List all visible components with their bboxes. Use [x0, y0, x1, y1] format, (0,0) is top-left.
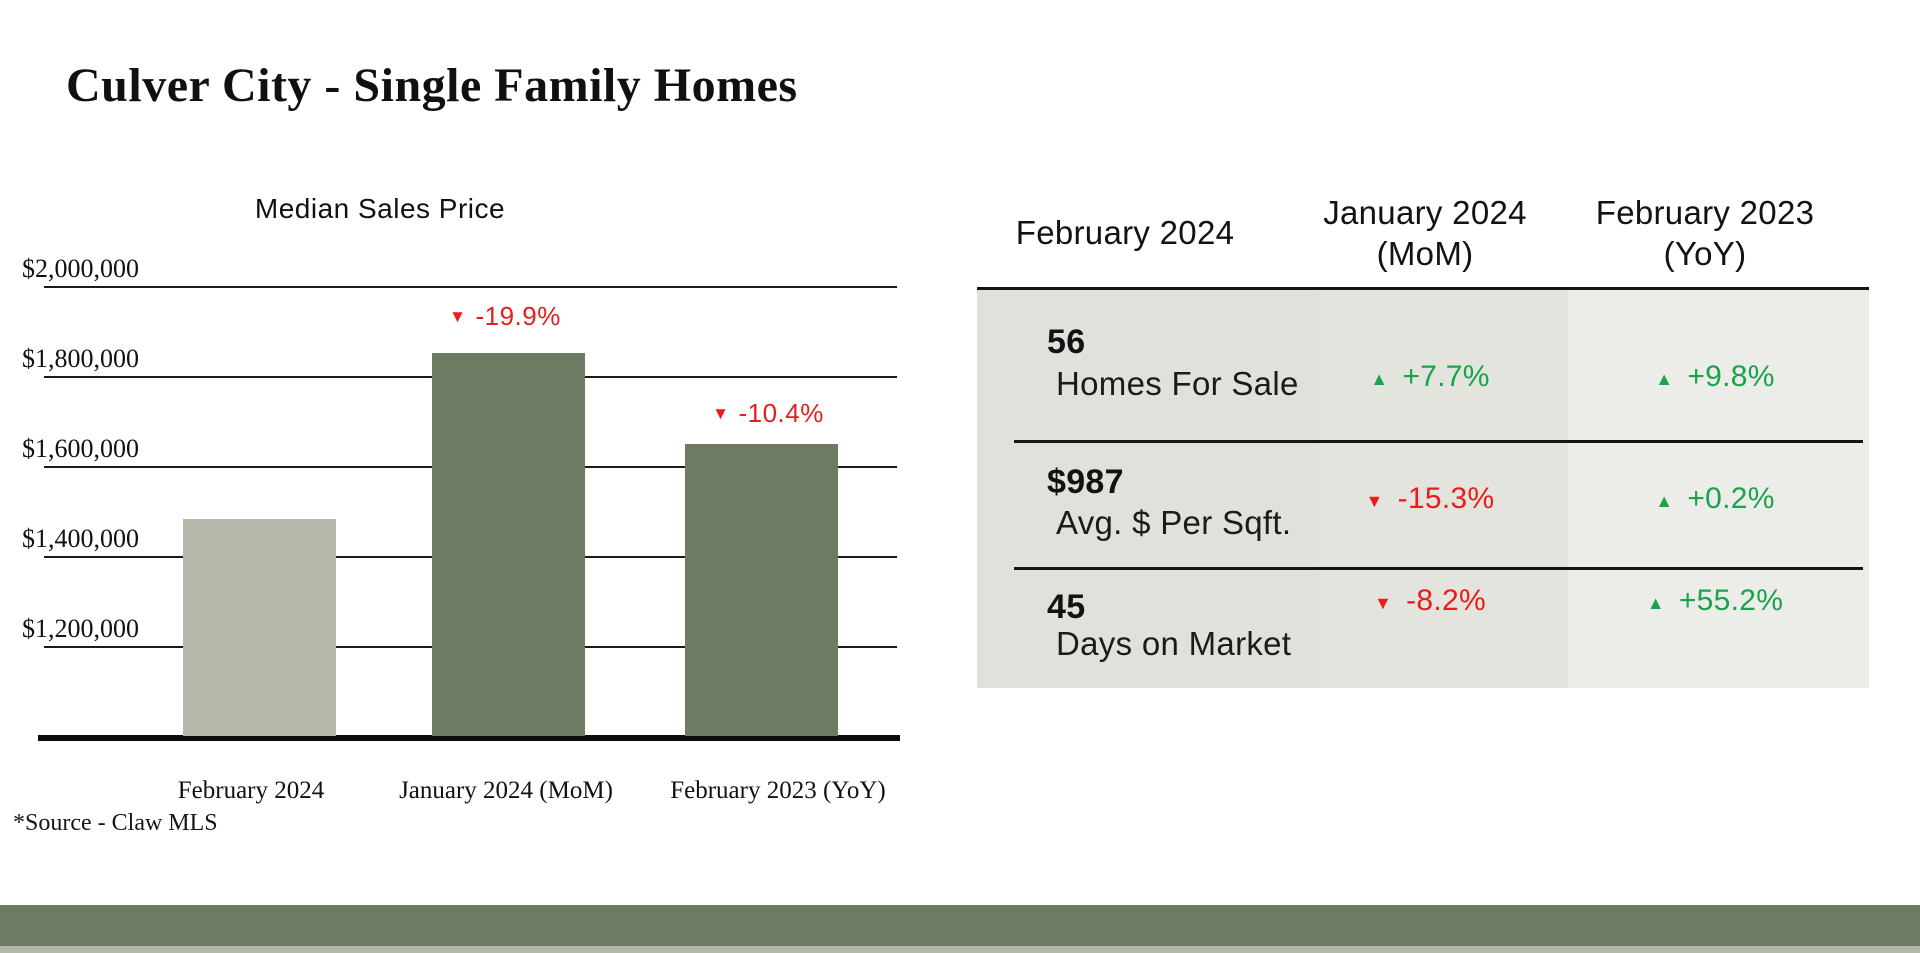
bar-february-2023	[685, 444, 838, 736]
down-triangle-icon: ▼	[1365, 491, 1384, 511]
up-triangle-icon: ▲	[1655, 491, 1674, 511]
stat-value-days-on-market: 45	[1047, 588, 1086, 626]
table-top-border	[977, 287, 1869, 290]
x-axis-line	[38, 735, 900, 741]
chart-title: Median Sales Price	[254, 193, 506, 224]
bar-january-2024	[432, 353, 585, 736]
mom-change-days-on-market: ▼ -8.2%	[1330, 582, 1530, 620]
yoy-change-days-on-market: ▲ +55.2%	[1615, 582, 1815, 620]
footer-accent-strip	[0, 946, 1920, 953]
percent-value: +7.7%	[1402, 360, 1490, 393]
column-header-february-2024: February 2024	[1015, 214, 1235, 251]
annotation-value: -19.9%	[475, 301, 561, 331]
down-triangle-icon: ▼	[1374, 593, 1393, 613]
table-column-bg-mom	[1319, 290, 1568, 688]
up-triangle-icon: ▲	[1370, 369, 1389, 389]
y-axis-tick-label: $2,000,000	[22, 254, 139, 283]
percent-value: -15.3%	[1397, 482, 1495, 515]
y-axis-tick-label: $1,600,000	[22, 434, 139, 463]
up-triangle-icon: ▲	[1646, 593, 1665, 613]
stat-label-avg-per-sqft: Avg. $ Per Sqft.	[1056, 504, 1292, 541]
x-axis-category-label: January 2024 (MoM)	[399, 777, 613, 804]
yoy-change-avg-per-sqft: ▲ +0.2%	[1615, 480, 1815, 518]
column-header-january-2024-mom: January 2024 (MoM)	[1323, 194, 1527, 272]
stat-value-homes-for-sale: 56	[1047, 323, 1086, 361]
table-column-bg-yoy	[1568, 290, 1869, 688]
table-row-divider	[1014, 567, 1863, 570]
table-column-bg-current	[977, 290, 1319, 688]
percent-value: -8.2%	[1406, 584, 1486, 617]
column-header-february-2023-yoy: February 2023 (YoY)	[1595, 194, 1815, 272]
percent-value: +9.8%	[1687, 360, 1775, 393]
annotation-value: -10.4%	[738, 398, 824, 428]
y-axis-tick-label: $1,400,000	[22, 524, 139, 553]
mom-change-avg-per-sqft: ▼ -15.3%	[1330, 480, 1530, 518]
bar-annotation-mom: ▼ -19.9%	[395, 301, 615, 332]
bar-annotation-yoy: ▼ -10.4%	[658, 398, 878, 429]
stat-value-avg-per-sqft: $987	[1047, 463, 1124, 501]
y-axis-tick-label: $1,200,000	[22, 614, 139, 643]
percent-value: +55.2%	[1678, 584, 1784, 617]
up-triangle-icon: ▲	[1655, 369, 1674, 389]
page-title: Culver City - Single Family Homes	[66, 59, 798, 112]
stat-label-homes-for-sale: Homes For Sale	[1056, 365, 1299, 402]
x-axis-category-label: February 2023 (YoY)	[670, 777, 886, 804]
yoy-change-homes-for-sale: ▲ +9.8%	[1615, 358, 1815, 396]
footer-accent-bar	[0, 905, 1920, 946]
down-triangle-icon: ▼	[449, 307, 467, 326]
y-axis-tick-label: $1,800,000	[22, 344, 139, 373]
stat-label-days-on-market: Days on Market	[1056, 625, 1292, 662]
down-triangle-icon: ▼	[712, 404, 730, 423]
source-note: *Source - Claw MLS	[13, 810, 218, 836]
mom-change-homes-for-sale: ▲ +7.7%	[1330, 358, 1530, 396]
gridline	[44, 286, 897, 288]
x-axis-category-label: February 2024	[177, 777, 325, 804]
table-row-divider	[1014, 440, 1863, 443]
percent-value: +0.2%	[1687, 482, 1775, 515]
bar-february-2024	[183, 519, 336, 736]
